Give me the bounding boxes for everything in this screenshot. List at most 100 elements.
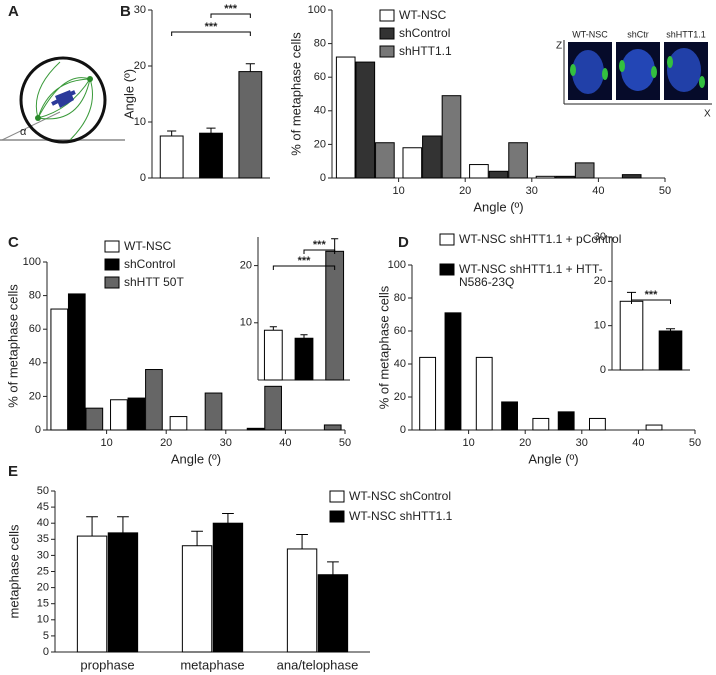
bar [264,385,282,431]
image-label: WT-NSC [572,29,608,39]
bar [402,147,423,179]
legend-swatch [104,240,120,253]
legend-label: shHTT1.1 [399,44,452,58]
y-tick-label: 20 [240,260,252,272]
legend-swatch [329,490,345,503]
significance-bracket [631,299,671,304]
y-tick-label: 20 [594,275,606,287]
x-tick-label: 30 [526,185,538,197]
bar [67,293,86,431]
bar [501,401,519,431]
y-tick-label: 15 [37,598,49,610]
legend-label: WT-NSC [124,239,172,253]
y-tick-label: 40 [29,357,41,369]
bar [181,545,213,653]
y-tick-label: 40 [314,105,326,117]
legend-label: WT-NSC shControl [349,489,451,503]
x-tick-label: 20 [459,185,471,197]
y-tick-label: 100 [308,4,326,16]
image-label: shHTT1.1 [666,29,706,39]
y-tick-label: 10 [594,320,606,332]
bar [619,300,644,371]
legend-swatch [379,45,395,58]
y-tick-label: 20 [134,60,146,72]
bar [375,142,395,179]
bar [535,175,556,179]
x-tick-label: 30 [576,437,588,449]
significance-label: *** [224,3,238,15]
legend-label: WT-NSC [399,8,447,22]
y-tick-label: 30 [134,4,146,16]
y-tick-label: 0 [35,424,41,436]
x-tick-label: 40 [592,185,604,197]
legend-label: WT-NSC shHTT1.1 + pControl [459,233,622,246]
bar [212,522,244,653]
legend-box: WT-NSC shHTT1.1 + pControl [459,233,622,246]
bar [169,416,188,431]
y-axis-label: Angle (º) [121,69,136,119]
bar [532,417,550,431]
bar [419,356,437,431]
x-tick-label: 20 [519,437,531,449]
bar [323,424,342,431]
x-tick-label: metaphase [180,657,244,672]
y-axis-label: % of metaphase cells [288,32,303,156]
significance-label: *** [645,289,659,301]
x-tick-label: 10 [392,185,404,197]
error-bar [117,516,129,533]
x-tick-label: 40 [279,437,291,449]
bar [199,132,223,179]
microscopy-images: WT-NSC shCtr shHTT1.1 Z X [556,29,712,120]
bar [286,548,318,653]
y-tick-label: 0 [43,646,49,658]
legend-box: WT-NSC shHTT1.1 + HTT-N586-23Q [459,263,603,289]
x-tick-label: 40 [632,437,644,449]
x-tick-label: 10 [100,437,112,449]
significance-bracket [210,13,251,18]
bar [127,397,146,431]
y-tick-label: 5 [43,630,49,642]
y-tick-label: 100 [23,256,41,268]
x-tick-label: ana/telophase [277,657,359,672]
legend-swatch [104,258,120,271]
bar [555,175,575,179]
y-tick-label: 40 [394,358,406,370]
bar [85,407,104,431]
bar [325,250,345,381]
x-tick-label: 50 [659,185,671,197]
error-bar [269,326,277,331]
legend-swatch [439,233,455,246]
bar [335,56,356,179]
y-tick-label: 60 [394,325,406,337]
bar [645,424,663,431]
bar [238,71,263,179]
bar [355,61,376,179]
bar [422,135,442,179]
x-tick-label: 30 [220,437,232,449]
significance-bracket [303,249,336,254]
legend-swatch [329,510,345,523]
y-tick-label: 0 [400,424,406,436]
panel-label: C [8,234,19,251]
y-tick-label: 10 [37,614,49,626]
panel-label: B [120,3,131,20]
y-tick-label: 20 [394,391,406,403]
spindle-diagram: α [0,56,125,144]
bar [588,417,606,431]
error-bar [327,561,339,575]
y-axis-label: % of metaphase cells [5,284,20,408]
error-bar [191,530,203,546]
x-tick-label: 20 [160,437,172,449]
significance-bracket [272,265,336,270]
axis-label: Z [556,41,562,52]
y-tick-label: 60 [29,323,41,335]
bar [621,174,642,179]
bar [145,369,163,431]
error-bar [331,238,339,252]
error-bar [167,130,177,136]
y-tick-label: 40 [37,517,49,529]
legend-label: shHTT 50T [124,275,184,289]
legend-swatch [379,9,395,22]
legend-swatch [379,27,395,40]
